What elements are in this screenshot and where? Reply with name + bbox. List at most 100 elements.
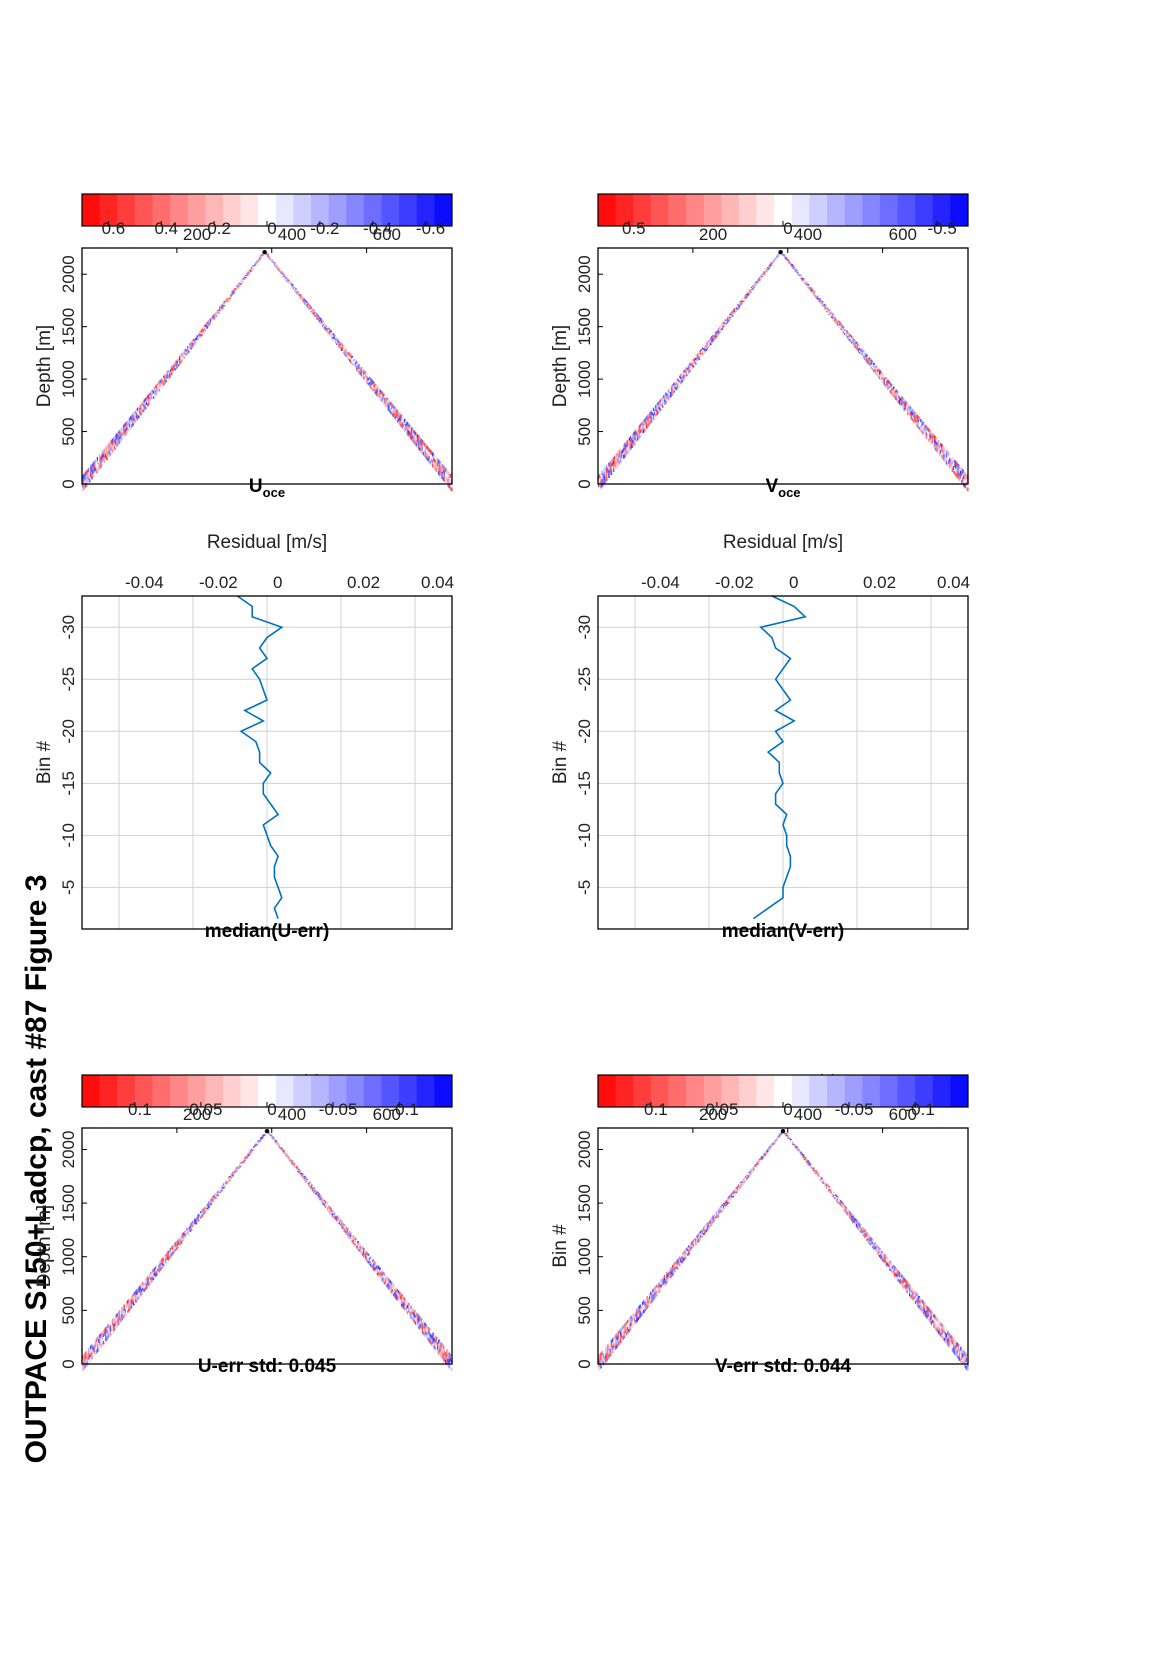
v_err-colorbar-swatch <box>915 1075 934 1107</box>
u_err-colorbar-swatch <box>293 1075 312 1107</box>
v_err-heatmap-cell <box>808 1161 811 1163</box>
u_oce-colorbar-tick-label: -0.6 <box>416 219 445 238</box>
u_oce-heatmap-cell <box>310 306 313 309</box>
u_err-heatmap-cell <box>302 1174 305 1176</box>
u_oce-heatmap-cell <box>333 334 336 337</box>
v_err-heatmap-cell <box>721 1209 724 1211</box>
u_oce-heatmap-cell <box>295 288 297 290</box>
u_oce-colorbar-swatch <box>152 194 171 226</box>
v_err-colorbar-swatch <box>932 1075 951 1107</box>
v_err-heatmap-cell <box>793 1143 796 1145</box>
u_err-heatmap-cell <box>278 1144 281 1146</box>
v_oce-heatmap-cell <box>793 266 796 269</box>
v_err-title: V-err std: 0.044 <box>715 1356 852 1377</box>
u_err-heatmap-cell <box>241 1163 244 1165</box>
u_err-heatmap-cell <box>239 1166 242 1168</box>
u_oce-heatmap-cell <box>292 285 295 287</box>
u_err-heatmap-cell <box>319 1194 321 1196</box>
u_oce-colorbar-swatch <box>134 194 153 226</box>
u_err-heatmap-cell <box>450 1367 453 1372</box>
v_err-ytick-label: 2000 <box>575 1131 594 1169</box>
v_err-heatmap-cell <box>807 1160 810 1162</box>
u_med-frame <box>81 595 453 930</box>
v_err-heatmap-cell <box>719 1212 722 1214</box>
u_oce-heatmap-cell <box>229 297 231 299</box>
u_oce-heatmap-cell <box>192 344 195 347</box>
v_err-heatmap-cell <box>732 1195 734 1198</box>
v_oce-heatmap-cell <box>789 262 792 264</box>
u_err-heatmap-cell <box>314 1188 317 1191</box>
v_err-colorbar-swatch <box>756 1075 775 1107</box>
u_err-heatmap-cell <box>279 1145 282 1148</box>
u_err-heatmap-cell <box>189 1229 192 1232</box>
u_err-heatmap-cell <box>336 1215 339 1218</box>
v_err-colorbar-swatch <box>650 1075 669 1107</box>
u_err-heatmap-cell <box>227 1181 230 1183</box>
u_err-colorbar-swatch <box>416 1075 435 1107</box>
v_oce-heatmap-cell <box>849 334 852 337</box>
v_oce-heatmap-cell <box>843 327 846 330</box>
v_oce-heatmap-cell <box>726 321 729 323</box>
u_oce-ytick-label: 2000 <box>59 255 78 293</box>
v_err-heatmap-cell <box>759 1160 762 1162</box>
u_err-heatmap-cell <box>323 1200 326 1202</box>
u_oce-heatmap-cell <box>306 302 309 304</box>
u_err-heatmap-cell <box>198 1218 201 1220</box>
v_err-heatmap-cell <box>786 1134 789 1136</box>
u_oce-xtick-label: 400 <box>278 225 306 244</box>
u_oce-heatmap-cell <box>228 299 230 301</box>
u_oce-heatmap-cell <box>289 281 291 283</box>
u_oce-heatmap-cell <box>217 312 220 314</box>
u_err-colorbar-swatch <box>170 1075 189 1107</box>
u_err-ylabel: Depth [m] <box>34 1205 55 1287</box>
u_oce-heatmap-cell <box>242 279 245 281</box>
u_err-heatmap-cell <box>271 1135 274 1138</box>
v_err-heatmap-cell <box>715 1216 718 1219</box>
u_err-heatmap-cell <box>219 1191 222 1193</box>
u_oce-heatmap-cell <box>188 350 190 353</box>
v_oce-heatmap-cell <box>712 340 714 343</box>
u_oce-heatmap-cell <box>204 329 206 332</box>
u_oce-title-subscript: oce <box>263 485 285 500</box>
v_err-heatmap-cell <box>804 1157 807 1159</box>
v_oce-heatmap-cell <box>840 323 843 326</box>
u_oce-heatmap-cell <box>197 338 200 341</box>
v_oce-heatmap-cell <box>809 286 812 289</box>
u_err-heatmap-cell <box>275 1140 277 1142</box>
u_err-heatmap-cell <box>293 1163 296 1165</box>
u_err-heatmap-cell <box>197 1219 200 1222</box>
u_oce-heatmap-cell <box>200 334 203 337</box>
u_oce-colorbar-swatch <box>117 194 136 226</box>
u_med-ytick-label: -5 <box>59 880 78 895</box>
v_err-heatmap-cell <box>841 1202 844 1205</box>
u_oce-heatmap-cell <box>324 323 327 326</box>
u_oce-heatmap-cell <box>201 332 204 335</box>
u_err-heatmap-cell <box>309 1183 312 1185</box>
u_oce-heatmap-cell <box>199 335 202 338</box>
u_err-heatmap-cell <box>332 1211 335 1214</box>
v_oce-heatmap-cell <box>728 319 730 322</box>
v_med-ytick-label: -30 <box>575 615 594 640</box>
u_oce-colorbar-swatch <box>205 194 224 226</box>
u_oce-heatmap-cell <box>208 324 211 326</box>
v_err-colorbar-tick-label: 0 <box>783 1100 792 1119</box>
u_oce-heatmap-cell <box>238 285 241 287</box>
u_err-heatmap-cell <box>209 1204 211 1207</box>
v_err-heatmap-cell <box>828 1185 830 1188</box>
u_err-colorbar-swatch <box>205 1075 224 1107</box>
v_oce-heatmap-cell <box>722 326 725 329</box>
u_err-heatmap-cell <box>195 1222 198 1225</box>
u_err-heatmap-cell <box>308 1181 311 1184</box>
v_err-colorbar-swatch <box>897 1075 916 1107</box>
v_err-heatmap-cell <box>829 1187 832 1189</box>
u_err-heatmap-cell <box>226 1182 229 1184</box>
v_err-heatmap-cell <box>722 1207 725 1210</box>
u_oce-colorbar-swatch <box>222 194 242 226</box>
v_err-colorbar-tick-label: 0.1 <box>644 1100 668 1119</box>
u_oce-frame <box>81 247 453 485</box>
v_err-colorbar-swatch <box>686 1075 705 1107</box>
u_err-heatmap-cell <box>230 1178 232 1180</box>
v_oce-heatmap-cell <box>806 282 809 284</box>
